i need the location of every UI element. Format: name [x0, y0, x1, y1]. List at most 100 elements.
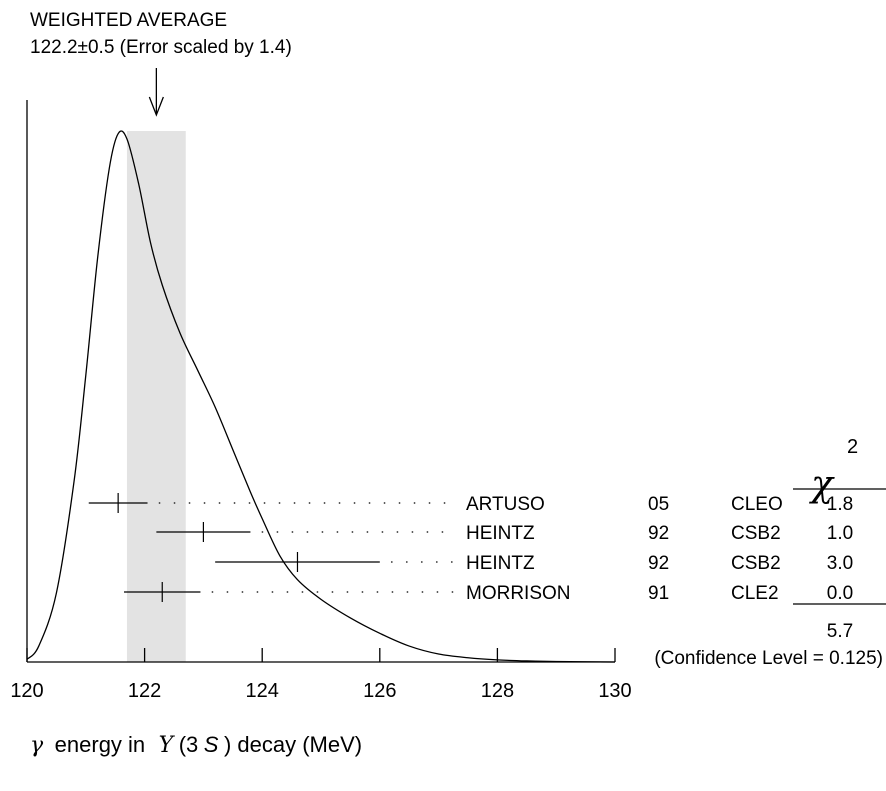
- leader-dot: [276, 531, 279, 533]
- measurement-chi2: 0.0: [827, 583, 853, 604]
- measurement-chi2: 1.0: [827, 523, 853, 544]
- x-axis-ticks: [26, 648, 616, 662]
- leader-dot: [316, 591, 319, 593]
- measurement-author: MORRISON: [466, 583, 571, 604]
- leader-dot: [263, 502, 266, 504]
- measurement-author: HEINTZ: [466, 553, 535, 574]
- x-tick-label-120: 120: [10, 680, 43, 702]
- leader-dot: [390, 561, 393, 563]
- weighted-average-arrow: [148, 68, 164, 117]
- x-tick-label-126: 126: [363, 680, 396, 702]
- weighted-average-band: [126, 131, 186, 662]
- leader-dot: [218, 502, 221, 504]
- leader-dot: [188, 502, 191, 504]
- measurement-row: HEINTZ 92 CSB2 3.0: [215, 552, 853, 574]
- leader-dot: [391, 591, 394, 593]
- chi2-total: 5.7: [827, 621, 853, 642]
- x-label-s: S: [204, 732, 219, 757]
- leader-dot: [323, 502, 326, 504]
- measurement-experiment: CLEO: [731, 494, 783, 515]
- x-tick-label-124: 124: [246, 680, 279, 702]
- leader-dot: [321, 531, 324, 533]
- x-label-paren-open: (3: [179, 732, 199, 757]
- leader-dot: [435, 561, 438, 563]
- leader-dot: [293, 502, 296, 504]
- x-label-text1: energy in: [55, 732, 146, 757]
- leader-dot: [338, 502, 341, 504]
- leader-dot: [203, 502, 206, 504]
- x-tick-label-130: 130: [598, 680, 631, 702]
- x-tick-label-128: 128: [481, 680, 514, 702]
- leader-dot: [396, 531, 399, 533]
- leader-dot: [406, 591, 409, 593]
- measurement-year: 91: [648, 583, 669, 604]
- measurement-row: MORRISON 91 CLE2 0.0: [124, 582, 853, 604]
- measurement-year: 92: [648, 553, 669, 574]
- x-label-gamma: γ: [30, 733, 44, 758]
- leader-dot: [411, 531, 414, 533]
- leader-dot: [420, 561, 423, 563]
- leader-dot: [278, 502, 281, 504]
- leader-dot: [158, 502, 161, 504]
- leader-dot: [271, 591, 274, 593]
- measurement-row: HEINTZ 92 CSB2 1.0: [156, 522, 853, 544]
- leader-dot: [226, 591, 229, 593]
- leader-dot: [353, 502, 356, 504]
- leader-dot: [346, 591, 349, 593]
- leader-dot: [405, 561, 408, 563]
- leader-dot: [233, 502, 236, 504]
- chart-subtitle: 122.2±0.5 (Error scaled by 1.4): [30, 37, 292, 58]
- measurement-experiment: CLE2: [731, 583, 779, 604]
- ideogram-curve: [26, 130, 616, 663]
- leader-dot: [361, 591, 364, 593]
- measurements-group: ARTUSO 05 CLEO 1.8 HEINTZ 92 CSB2 1.0 HEINTZ 92 CS…: [88, 493, 853, 604]
- leader-dot: [351, 531, 354, 533]
- leader-dot: [436, 591, 439, 593]
- leader-dot: [261, 531, 264, 533]
- confidence-level: (Confidence Level = 0.125): [654, 648, 883, 669]
- leader-dot: [426, 531, 429, 533]
- measurement-year: 05: [648, 494, 669, 515]
- leader-dot: [450, 561, 453, 563]
- leader-dot: [211, 591, 214, 593]
- measurement-author: ARTUSO: [466, 494, 545, 515]
- leader-dot: [308, 502, 311, 504]
- chart-title: WEIGHTED AVERAGE: [30, 10, 227, 31]
- measurement-experiment: CSB2: [731, 523, 781, 544]
- leader-dot: [366, 531, 369, 533]
- leader-dot: [306, 531, 309, 533]
- leader-dot: [286, 591, 289, 593]
- leader-dot: [301, 591, 304, 593]
- leader-dot: [383, 502, 386, 504]
- leader-dot: [413, 502, 416, 504]
- leader-dot: [331, 591, 334, 593]
- leader-dot: [256, 591, 259, 593]
- leader-dot: [336, 531, 339, 533]
- measurement-experiment: CSB2: [731, 553, 781, 574]
- measurement-chi2: 1.8: [827, 494, 853, 515]
- leader-dot: [368, 502, 371, 504]
- leader-dot: [291, 531, 294, 533]
- leader-dot: [173, 502, 176, 504]
- leader-dot: [443, 502, 446, 504]
- chi2-exponent: 2: [847, 436, 858, 458]
- chi2-symbol: χ: [808, 464, 835, 505]
- x-label-text2: ) decay (MeV): [224, 732, 362, 757]
- leader-dot: [381, 531, 384, 533]
- measurement-year: 92: [648, 523, 669, 544]
- leader-dot: [441, 531, 444, 533]
- leader-dot: [248, 502, 251, 504]
- measurement-row: ARTUSO 05 CLEO 1.8: [88, 493, 853, 515]
- leader-dot: [398, 502, 401, 504]
- leader-dot: [376, 591, 379, 593]
- x-tick-label-122: 122: [128, 680, 161, 702]
- leader-dot: [428, 502, 431, 504]
- x-label-upsilon: Υ: [159, 733, 176, 758]
- leader-dot: [421, 591, 424, 593]
- x-axis-label: γ energy in Υ (3 S ) decay (MeV): [30, 732, 362, 758]
- x-tick-labels: 120 122 124 126 128 130: [10, 680, 631, 702]
- measurement-author: HEINTZ: [466, 523, 535, 544]
- leader-dot: [241, 591, 244, 593]
- leader-dot: [451, 591, 454, 593]
